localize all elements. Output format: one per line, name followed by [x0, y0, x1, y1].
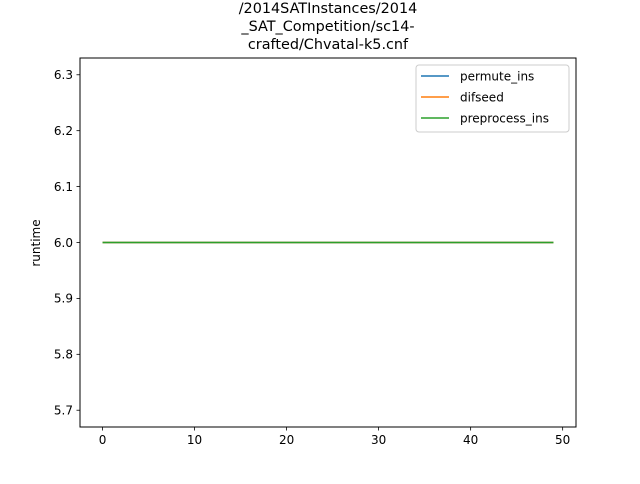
x-tick-label: 10	[187, 433, 202, 447]
y-tick-label: 6.2	[54, 124, 73, 138]
y-tick-label: 5.8	[54, 348, 73, 362]
legend-label-permute-ins: permute_ins	[460, 69, 534, 83]
chart-title: /2014SATInstances/2014 _SAT_Competition/…	[239, 1, 418, 53]
x-tick-label: 30	[371, 433, 386, 447]
legend-label-preprocess-ins: preprocess_ins	[460, 111, 549, 125]
y-axis: 5.7 5.8 5.9 6.0 6.1 6.2 6.3	[54, 68, 80, 418]
x-tick-label: 20	[279, 433, 294, 447]
x-tick-label: 40	[463, 433, 478, 447]
chart-title-line-3: crafted/Chvatal-k5.cnf	[248, 37, 409, 53]
chart-title-line-1: /2014SATInstances/2014	[239, 1, 418, 17]
y-tick-label: 6.0	[54, 236, 73, 250]
y-axis-label: runtime	[29, 219, 43, 266]
legend-label-difseed: difseed	[460, 90, 504, 104]
y-tick-label: 5.7	[54, 404, 73, 418]
x-axis: 0 10 20 30 40 50	[99, 427, 570, 447]
x-tick-label: 50	[555, 433, 570, 447]
y-tick-label: 5.9	[54, 292, 73, 306]
y-tick-label: 6.1	[54, 180, 73, 194]
chart-title-line-2: _SAT_Competition/sc14-	[240, 19, 414, 35]
legend-box	[415, 64, 570, 133]
x-tick-label: 0	[99, 433, 107, 447]
y-tick-label: 6.3	[54, 68, 73, 82]
